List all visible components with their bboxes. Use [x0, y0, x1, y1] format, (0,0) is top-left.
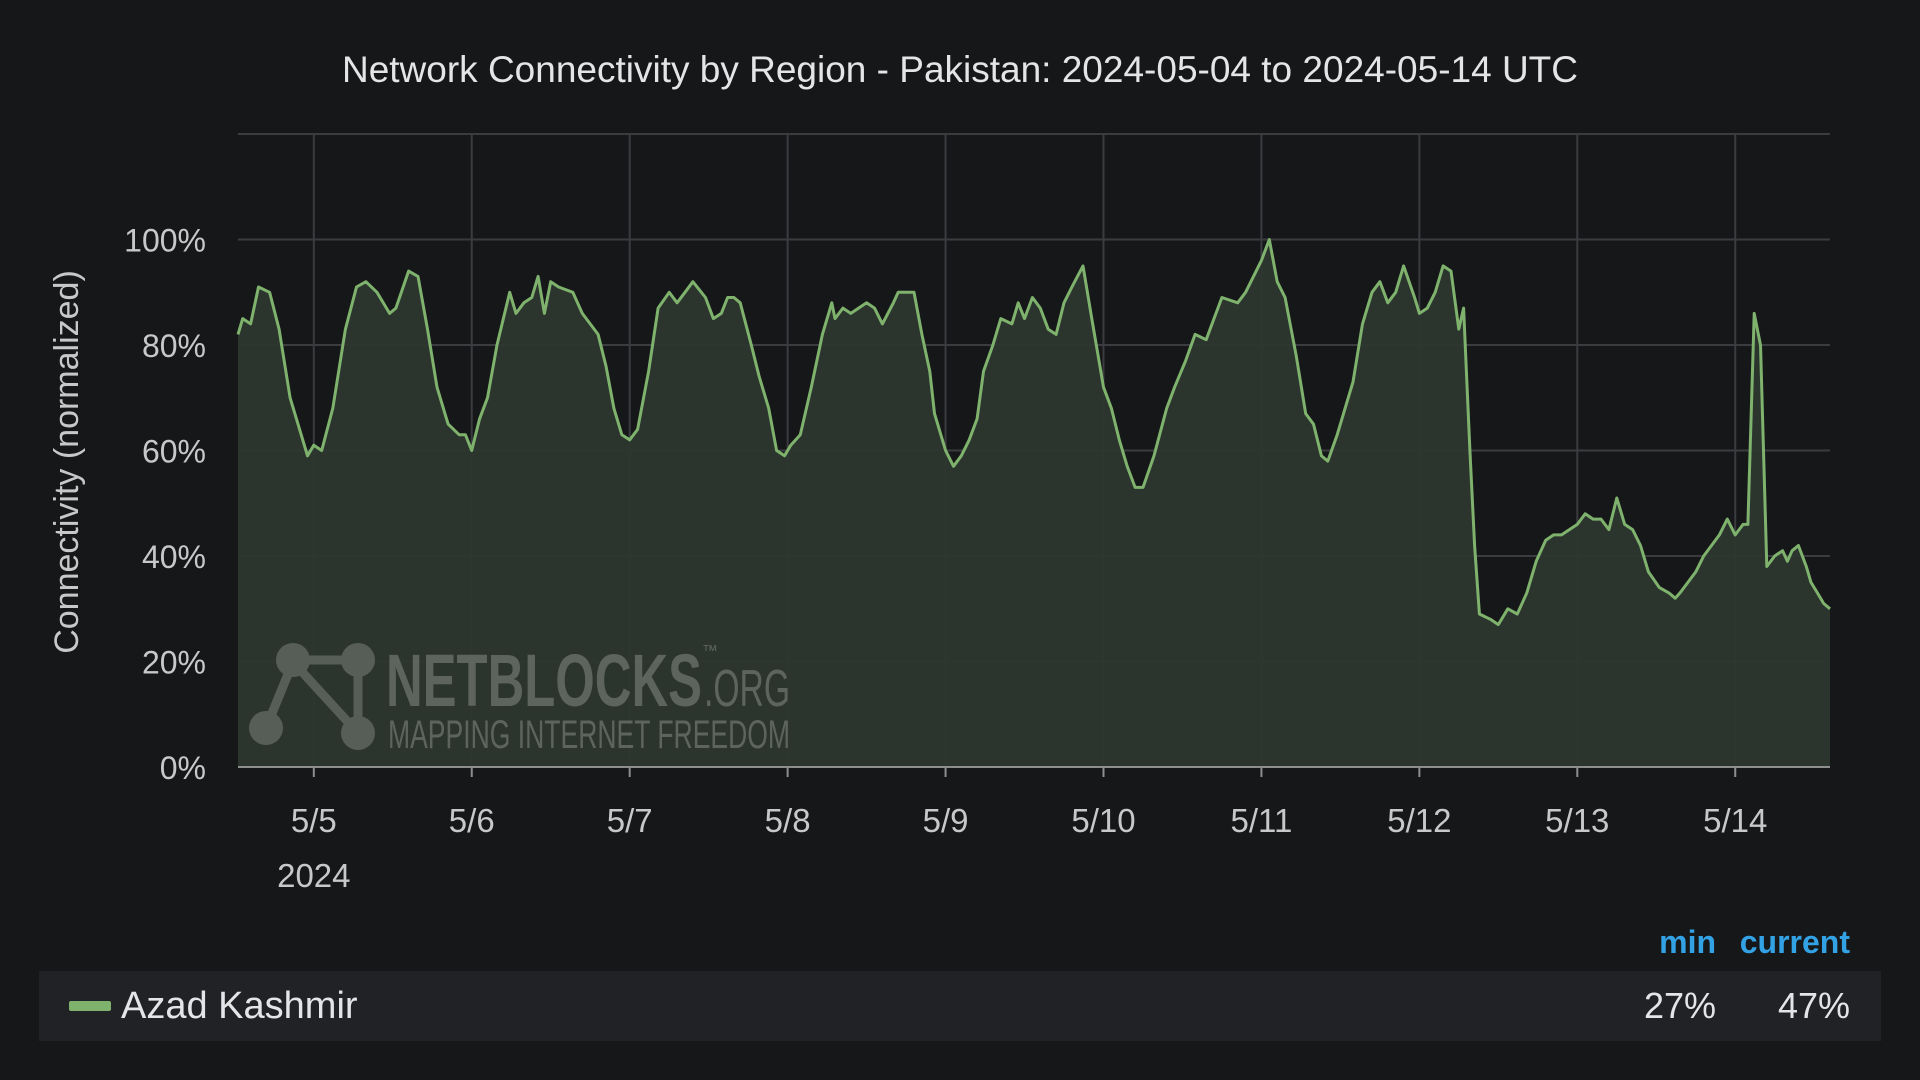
y-tick-label: 20% [142, 645, 206, 681]
x-tick-label: 5/7 [607, 802, 653, 839]
x-tick-label: 5/12 [1387, 802, 1451, 839]
x-tick-label: 5/14 [1703, 802, 1767, 839]
y-tick-label: 60% [142, 434, 206, 470]
y-tick-label: 40% [142, 539, 206, 575]
chart-svg: Network Connectivity by Region - Pakista… [48, 49, 1831, 894]
legend-min-header[interactable]: min [1659, 923, 1716, 960]
watermark-tagline: MAPPING INTERNET FREEDOM [388, 713, 790, 757]
watermark-tm: ™ [702, 643, 718, 660]
legend-current-value: 47% [1777, 985, 1850, 1026]
x-tick-label: 5/9 [923, 802, 969, 839]
x-tick-label: 5/13 [1545, 802, 1609, 839]
netblocks-watermark: NETBLOCKS ™ .ORG MAPPING INTERNET FREEDO… [249, 639, 790, 757]
legend-current-header[interactable]: current [1739, 923, 1850, 960]
x-tick-label: 5/8 [765, 802, 811, 839]
axis-layer: 0% 20% 40% 60% 80% 100% 5/5 2024 5/6 5/7 5/8 5/9 5/1… [124, 223, 1830, 894]
y-axis-label: Connectivity (normalized) [48, 270, 86, 654]
series-layer [236, 238, 1831, 767]
x-tick-label: 5/6 [449, 802, 495, 839]
network-nodes-logo-icon [249, 643, 375, 750]
legend-series-swatch [69, 1001, 111, 1011]
chart-title: Network Connectivity by Region - Pakista… [342, 49, 1578, 90]
watermark-brand: NETBLOCKS [386, 639, 702, 722]
y-tick-label: 0% [160, 750, 206, 786]
legend-item[interactable]: Azad Kashmir 27% 47% [39, 971, 1881, 1041]
x-tick-label: 5/11 [1231, 802, 1293, 839]
y-tick-label: 100% [124, 223, 206, 259]
legend-min-value: 27% [1643, 985, 1716, 1026]
legend-series-name[interactable]: Azad Kashmir [121, 984, 358, 1027]
legend-header: min current [1646, 920, 1850, 964]
y-tick-label: 80% [142, 328, 206, 364]
x-tick-label: 5/5 [291, 802, 337, 839]
series-area [238, 239, 1830, 767]
series-line[interactable] [236, 238, 1831, 627]
watermark-suffix: .ORG [704, 660, 790, 718]
x-year-label: 2024 [277, 857, 350, 894]
x-tick-label: 5/10 [1071, 802, 1135, 839]
